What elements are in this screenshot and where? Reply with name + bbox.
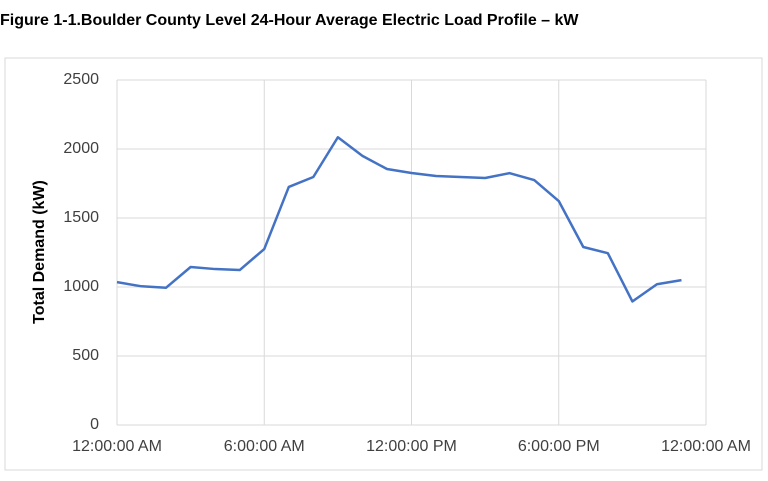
chart-frame (4, 57, 763, 471)
y-tick-label: 2000 (63, 140, 99, 157)
x-tick-label: 12:00:00 PM (366, 438, 457, 455)
x-tick-label: 6:00:00 AM (224, 438, 305, 455)
y-tick-label: 500 (72, 347, 99, 364)
y-tick-label: 0 (90, 416, 99, 433)
y-tick-label: 1000 (63, 278, 99, 295)
y-axis-title: Total Demand (kW) (31, 180, 48, 324)
line-series (116, 136, 682, 303)
y-tick-label: 2500 (63, 71, 99, 88)
chart-title: Figure 1-1.Boulder County Level 24-Hour … (0, 12, 579, 29)
x-tick-label: 12:00:00 AM (72, 438, 162, 455)
x-tick-label: 12:00:00 AM (661, 438, 751, 455)
y-tick-label: 1500 (63, 209, 99, 226)
x-tick-label: 6:00:00 PM (518, 438, 600, 455)
